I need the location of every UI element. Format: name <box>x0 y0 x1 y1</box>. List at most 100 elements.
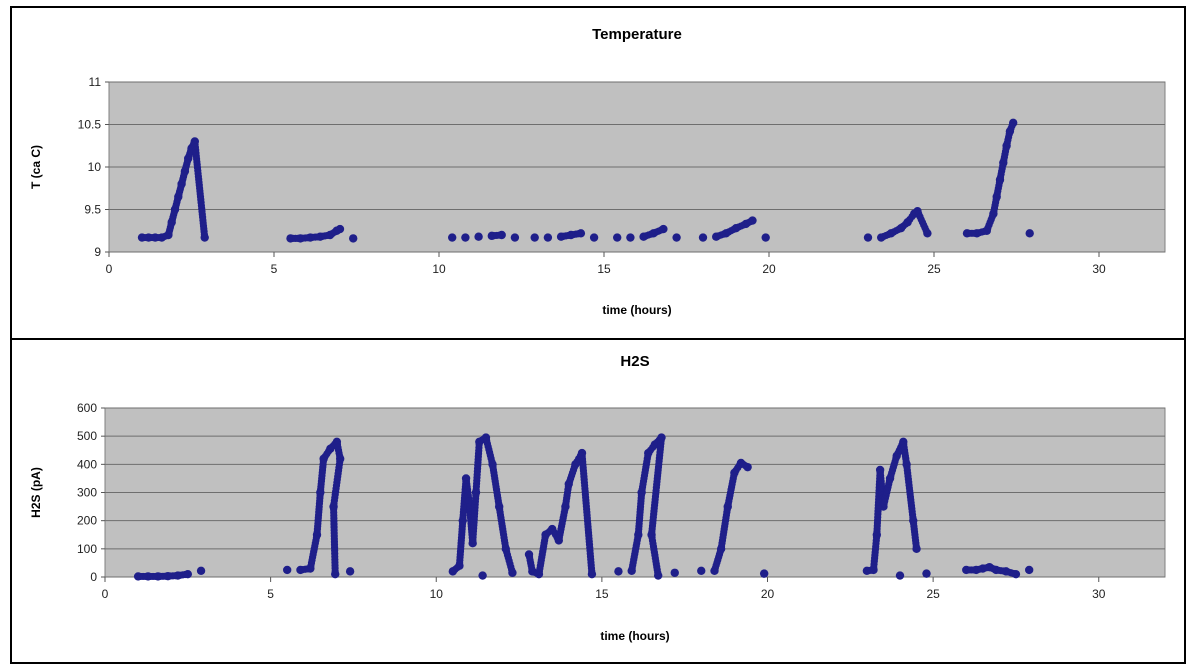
y-tick-label: 500 <box>77 429 97 443</box>
data-point <box>588 567 596 575</box>
x-tick-label: 20 <box>761 587 775 601</box>
data-point <box>282 565 292 575</box>
data-series <box>137 118 1034 243</box>
data-point <box>465 497 473 505</box>
x-tick-label: 25 <box>927 262 941 276</box>
temperature-chart-panel: Temperature 9 9.5 10 10.5 11 0 5 10 15 20 25 30 time … <box>10 6 1186 340</box>
data-point <box>474 232 483 241</box>
data-point <box>759 569 769 578</box>
data-point <box>461 233 470 242</box>
data-point <box>1009 569 1018 578</box>
data-point <box>574 230 583 238</box>
data-point <box>1008 122 1016 130</box>
data-point <box>508 566 516 574</box>
x-tick-label: 0 <box>106 262 113 276</box>
data-point <box>988 212 996 221</box>
data-point <box>901 220 910 228</box>
y-tick-label: 9.5 <box>84 203 101 217</box>
data-point <box>495 500 503 508</box>
data-point <box>324 447 333 455</box>
y-tick-label: 400 <box>77 457 97 471</box>
data-point <box>992 195 1000 204</box>
data-point <box>334 226 342 234</box>
data-point <box>349 234 358 243</box>
data-point <box>912 542 920 550</box>
data-point <box>564 483 572 491</box>
data-point <box>472 491 480 500</box>
data-point <box>345 567 355 576</box>
y-tick-label: 10.5 <box>78 118 102 132</box>
x-tick-label: 5 <box>271 262 278 276</box>
data-point <box>885 477 894 485</box>
x-tick-label: 10 <box>430 587 444 601</box>
data-point <box>902 457 910 466</box>
x-tick-label: 10 <box>432 262 446 276</box>
data-point <box>634 533 642 542</box>
y-tick-label: 0 <box>90 570 97 584</box>
h2s-chart-panel: H2S 0 100 200 300 400 500 600 0 5 10 15 20 25 30 time (… <box>10 338 1186 664</box>
data-point <box>570 463 579 471</box>
data-point <box>863 233 873 242</box>
data-point <box>488 457 496 465</box>
data-point <box>723 505 731 513</box>
temperature-chart: Temperature 9 9.5 10 10.5 11 0 5 10 15 20 25 30 time … <box>29 26 1166 317</box>
data-point <box>614 567 623 576</box>
data-point <box>196 566 206 576</box>
data-point <box>613 233 622 242</box>
y-tick-label: 9 <box>94 245 101 259</box>
data-point <box>922 226 930 235</box>
y-tick-label: 300 <box>77 486 97 500</box>
data-point <box>672 233 681 242</box>
data-point <box>670 568 679 577</box>
data-point <box>1024 565 1034 575</box>
data-point <box>1025 229 1034 238</box>
data-point <box>200 231 208 239</box>
data-point <box>922 569 931 578</box>
y-axis-label: T (ca C) <box>29 145 43 189</box>
data-point <box>761 233 770 242</box>
x-tick-label: 15 <box>595 587 609 601</box>
data-point <box>872 534 881 542</box>
data-point <box>995 178 1004 187</box>
data-point <box>1002 144 1010 153</box>
chart-title: Temperature <box>592 26 682 43</box>
data-point <box>654 569 662 577</box>
data-point <box>909 514 917 522</box>
data-point <box>746 218 754 226</box>
x-tick-label: 30 <box>1092 262 1106 276</box>
x-tick-label: 20 <box>762 262 776 276</box>
data-point <box>543 233 553 242</box>
data-point <box>589 233 599 242</box>
data-point <box>698 233 708 242</box>
data-point <box>999 161 1007 170</box>
y-tick-label: 200 <box>77 514 97 528</box>
data-point <box>181 570 189 579</box>
x-axis-label: time (hours) <box>600 629 669 643</box>
data-point <box>892 455 900 463</box>
data-point <box>649 443 657 452</box>
data-point <box>331 567 339 575</box>
y-tick-label: 10 <box>88 160 102 174</box>
y-tick-label: 11 <box>89 75 102 89</box>
data-point <box>495 231 503 239</box>
data-point <box>637 491 646 499</box>
data-point <box>741 462 750 470</box>
data-point <box>316 491 324 499</box>
data-point <box>330 499 338 508</box>
data-point <box>1005 130 1013 138</box>
data-point <box>151 572 160 581</box>
data-point <box>478 571 487 580</box>
data-series <box>133 433 1034 581</box>
h2s-chart: H2S 0 100 200 300 400 500 600 0 5 10 15 20 25 30 time (… <box>29 353 1166 643</box>
data-point <box>458 519 467 528</box>
x-tick-label: 5 <box>267 587 274 601</box>
data-point <box>697 566 706 576</box>
data-point <box>501 542 509 550</box>
data-point <box>648 528 656 536</box>
data-point <box>895 571 905 580</box>
data-point <box>312 533 321 542</box>
data-point <box>626 233 635 242</box>
x-tick-label: 30 <box>1092 587 1106 601</box>
y-tick-label: 600 <box>77 401 97 415</box>
data-point <box>510 233 520 242</box>
